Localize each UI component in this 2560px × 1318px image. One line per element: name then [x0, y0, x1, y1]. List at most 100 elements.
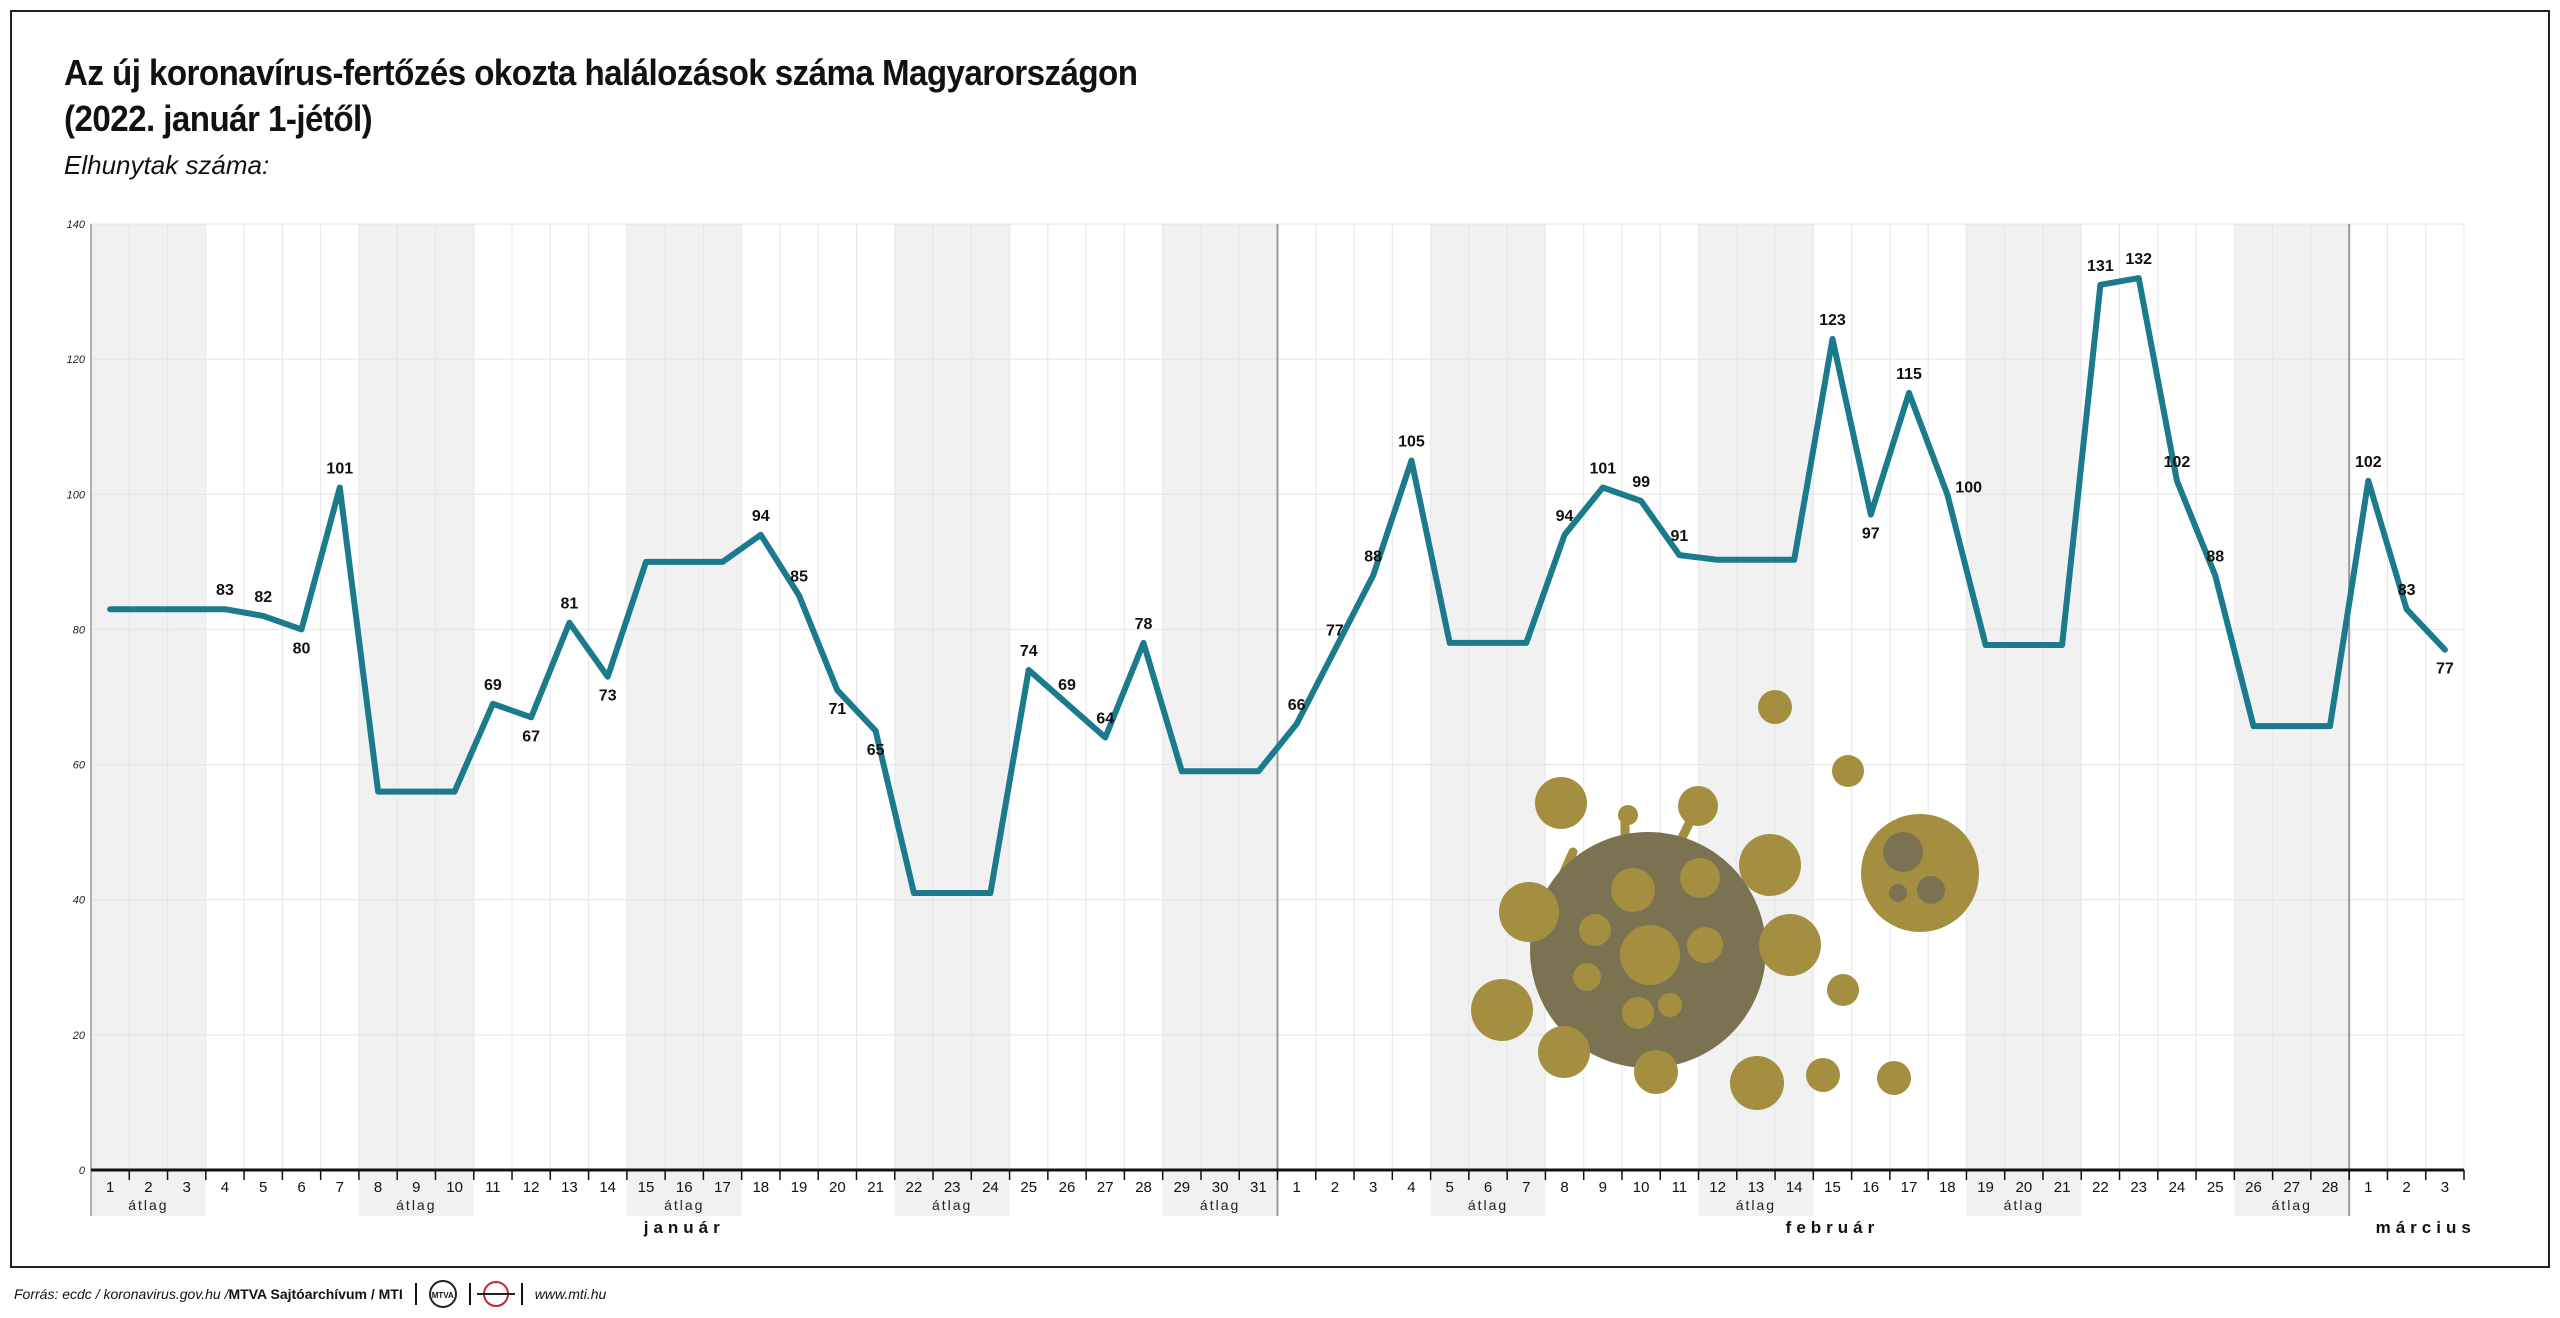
x-tick-label: 14	[1786, 1179, 1803, 1196]
data-labels: 83 82 80 101 69 67 81 73 94 85 71 65 74 69 64 78 66 77 88 1…	[216, 251, 2454, 759]
footer-archive: MTVA Sajtóarchívum / MTI	[228, 1286, 403, 1302]
virus-spot	[1573, 963, 1601, 991]
x-tick-label: 3	[2441, 1179, 2449, 1196]
data-label: 115	[1896, 366, 1922, 383]
x-tick-label: 1	[1292, 1179, 1300, 1196]
month-label: február	[1786, 1218, 1880, 1237]
x-tick-label: 11	[485, 1179, 501, 1196]
x-tick-label: 3	[1369, 1179, 1377, 1196]
x-tick-label: 17	[714, 1179, 731, 1196]
y-tick-label: 80	[73, 624, 86, 636]
chart-title: Az új koronavírus-fertőzés okozta halálo…	[64, 50, 1138, 142]
data-label: 94	[1556, 508, 1574, 525]
x-tick-label: 27	[2283, 1179, 2300, 1196]
virus-spot	[1687, 927, 1723, 963]
weekend-shading	[91, 224, 2350, 1216]
averaged-period-label: átlag	[2272, 1197, 2312, 1213]
data-label: 69	[484, 677, 502, 694]
x-tick-label: 25	[1020, 1179, 1037, 1196]
y-tick-label: 20	[72, 1030, 86, 1042]
x-tick-label: 4	[1407, 1179, 1415, 1196]
x-tick-label: 15	[638, 1179, 655, 1196]
x-tick-label: 16	[1862, 1179, 1879, 1196]
y-tick-label: 60	[73, 760, 86, 772]
data-label: 69	[1058, 677, 1076, 694]
x-tick-label: 10	[446, 1179, 463, 1196]
x-tick-label: 18	[1939, 1179, 1956, 1196]
virus-particle	[1634, 1050, 1678, 1094]
x-tick-label: 21	[867, 1179, 884, 1196]
virus-illustration	[1471, 690, 1979, 1110]
averaged-period-band	[1430, 224, 1546, 1216]
x-tick-label: 22	[906, 1179, 923, 1196]
data-label: 123	[1819, 312, 1846, 329]
averaged-period-band	[358, 224, 474, 1216]
x-tick-label: 5	[1446, 1179, 1454, 1196]
virus-particle	[1758, 690, 1792, 724]
averaged-period-band	[1698, 224, 1814, 1216]
chart-frame	[10, 10, 2550, 1268]
x-tick-label: 8	[1560, 1179, 1568, 1196]
data-label: 80	[293, 640, 311, 657]
x-tick-label: 6	[1484, 1179, 1492, 1196]
data-label: 101	[326, 461, 353, 478]
virus-particle	[1759, 914, 1821, 976]
averaged-period-label: átlag	[664, 1197, 704, 1213]
data-label: 78	[1135, 616, 1153, 633]
x-tick-label: 12	[1709, 1179, 1726, 1196]
virus-cell	[1861, 814, 1979, 932]
series-line-group	[107, 275, 2448, 896]
x-tick-label: 20	[2016, 1179, 2033, 1196]
x-tick-label: 23	[2130, 1179, 2147, 1196]
x-tick-label: 6	[297, 1179, 305, 1196]
virus-spot	[1611, 868, 1655, 912]
footer-separator	[520, 1283, 523, 1305]
data-label: 73	[599, 688, 617, 705]
y-tick-label: 120	[67, 354, 86, 366]
averaged-period-band	[1966, 224, 2082, 1216]
virus-particle	[1739, 834, 1801, 896]
virus-particle	[1832, 755, 1864, 787]
averaged-period-band	[894, 224, 1010, 1216]
data-label: 100	[1955, 479, 1982, 496]
x-tick-label: 21	[2054, 1179, 2071, 1196]
x-tick-label: 12	[523, 1179, 540, 1196]
data-label: 66	[1288, 697, 1306, 714]
x-tick-label: 22	[2092, 1179, 2109, 1196]
data-label: 67	[522, 728, 540, 745]
footer-source: Forrás: ecdc / koronavirus.gov.hu /	[14, 1286, 229, 1302]
data-label: 77	[1326, 623, 1344, 640]
virus-cell-spot	[1917, 876, 1945, 904]
y-axis-caption: Elhunytak száma:	[64, 150, 270, 180]
x-tick-label: 31	[1250, 1179, 1267, 1196]
footer-site: www.mti.hu	[534, 1286, 607, 1302]
averaged-period-label: átlag	[1200, 1197, 1240, 1213]
virus-particle	[1535, 777, 1587, 829]
x-tick-label: 1	[2364, 1179, 2372, 1196]
x-tick-label: 7	[1522, 1179, 1530, 1196]
x-tick-label: 19	[1977, 1179, 1994, 1196]
x-tick-label: 2	[1331, 1179, 1339, 1196]
data-label: 82	[254, 589, 272, 606]
virus-cell-spot	[1883, 832, 1923, 872]
x-tick-label: 27	[1097, 1179, 1114, 1196]
x-tick-label: 20	[829, 1179, 846, 1196]
x-tick-label: 13	[561, 1179, 578, 1196]
x-tick-label: 2	[2402, 1179, 2410, 1196]
data-label: 71	[828, 701, 846, 718]
x-tick-label: 9	[412, 1179, 420, 1196]
x-tick-label: 8	[374, 1179, 382, 1196]
footer-separator	[468, 1283, 471, 1305]
x-axis: átlag átlag átlag átlag átlag átlag átlag átlag…	[91, 1168, 2476, 1237]
month-label: március	[2376, 1218, 2476, 1237]
x-tick-label: 9	[1599, 1179, 1607, 1196]
y-tick-label: 100	[67, 489, 86, 501]
averaged-period-label: átlag	[396, 1197, 436, 1213]
virus-particle	[1827, 974, 1859, 1006]
virus-particle	[1471, 979, 1533, 1041]
averaged-period-label: átlag	[932, 1197, 972, 1213]
month-label: január	[643, 1218, 725, 1237]
averaged-period-label: átlag	[128, 1197, 168, 1213]
data-label: 88	[1364, 548, 1382, 565]
y-tick-label: 0	[79, 1165, 86, 1177]
